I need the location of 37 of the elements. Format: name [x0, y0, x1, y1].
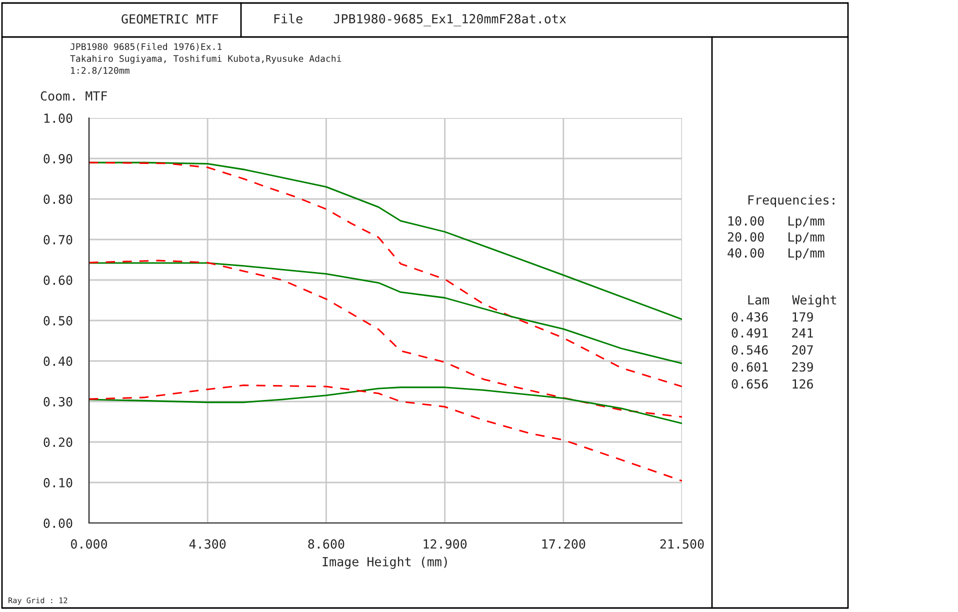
x-axis-title: Image Height (mm) — [322, 556, 447, 569]
chart-subtitle: JPB1980 9685(Filed 1976)Ex.1 Takahiro Sugiyama, Toshifumi Kubota,Ryusuke Adachi 1:2.8/120mm — [70, 43, 342, 75]
y-tick-label: 0.40 — [44, 356, 72, 366]
line-series — [89, 260, 682, 418]
text: 0.601 239 — [732, 362, 813, 372]
text: 0.436 179 — [732, 312, 813, 322]
x-tick-label: 17.200 — [542, 539, 586, 549]
y-tick-label: 0.60 — [44, 276, 72, 285]
y-axis-title: Coom. MTF — [40, 91, 107, 101]
text: 40.00 Lp/mm — [728, 248, 824, 260]
y-tick-label: 0.50 — [44, 316, 72, 326]
text: 10.00 Lp/mm — [728, 216, 824, 228]
y-tick-label: 0.90 — [44, 154, 72, 164]
x-tick-label: 12.900 — [424, 539, 467, 549]
text: 20.00 Lp/mm — [728, 232, 824, 244]
chart-title: GEOMETRIC MTF — [122, 14, 218, 24]
y-tick-label: 1.00 — [44, 114, 72, 123]
y-tick-label: 0.00 — [44, 518, 72, 528]
text: File JPB1980-9685_Ex1_120mmF28at.otx — [274, 14, 566, 26]
x-tick-label: 0.000 — [71, 539, 108, 549]
y-tick-label: 0.30 — [44, 397, 72, 406]
y-tick-label: 0.20 — [44, 438, 72, 447]
line-series — [89, 262, 682, 364]
text: Lam Weight — [748, 294, 836, 308]
text: 0.546 207 — [732, 345, 813, 355]
text: 0.656 126 — [732, 379, 813, 389]
x-tick-label: 8.600 — [308, 539, 344, 549]
text: 0.491 241 — [732, 328, 813, 338]
line-series — [89, 386, 682, 424]
x-tick-label: 21.500 — [660, 539, 704, 549]
y-tick-label: 0.70 — [44, 235, 72, 244]
y-tick-label: 0.80 — [44, 194, 72, 204]
line-series — [89, 162, 682, 388]
line-series — [89, 384, 682, 482]
text: Frequencies: — [748, 194, 834, 208]
x-tick-label: 4.300 — [189, 539, 226, 549]
y-tick-label: 0.10 — [44, 478, 72, 488]
